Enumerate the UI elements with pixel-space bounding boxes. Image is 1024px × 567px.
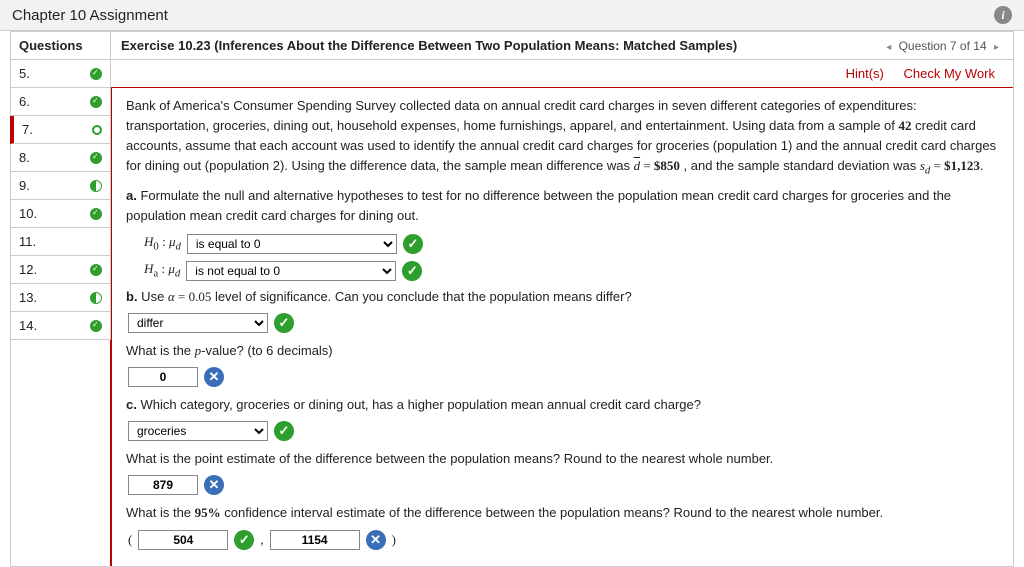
ha-row: Ha : μd is not equal to 0 <box>144 259 999 282</box>
next-question-icon[interactable]: ▸ <box>990 42 1003 53</box>
correct-icon <box>234 530 254 550</box>
correct-icon <box>274 313 294 333</box>
content-wrap: Questions 5. 6. 7. 8. 9. 10. 11. 12. 13. 14. Exer… <box>10 31 1014 567</box>
check-work-link[interactable]: Check My Work <box>904 66 996 81</box>
pvalue-row <box>128 367 999 387</box>
problem-body: Bank of America's Consumer Spending Surv… <box>110 88 1013 566</box>
question-number: 13. <box>19 290 37 305</box>
main-panel: Exercise 10.23 (Inferences About the Dif… <box>111 32 1013 566</box>
point-input[interactable] <box>128 475 198 495</box>
point-row <box>128 475 999 495</box>
intro-paragraph: Bank of America's Consumer Spending Surv… <box>126 96 999 180</box>
question-item[interactable]: 8. <box>11 144 111 172</box>
chapter-header: Chapter 10 Assignment i <box>0 0 1024 31</box>
ha-select[interactable]: is not equal to 0 <box>186 261 396 281</box>
question-item[interactable]: 6. <box>11 88 111 116</box>
toolbar: Hint(s) Check My Work <box>111 60 1013 88</box>
question-number: 11. <box>19 234 36 249</box>
status-icon <box>90 152 102 164</box>
incorrect-icon <box>204 475 224 495</box>
b-select[interactable]: differ <box>128 313 268 333</box>
correct-icon <box>403 234 423 254</box>
question-counter-text: Question 7 of 14 <box>899 39 987 53</box>
point-estimate-question: What is the point estimate of the differ… <box>126 449 999 469</box>
status-icon <box>90 208 102 220</box>
info-icon[interactable]: i <box>994 6 1012 24</box>
status-icon <box>90 68 102 80</box>
exercise-title: Exercise 10.23 (Inferences About the Dif… <box>121 38 737 53</box>
hints-link[interactable]: Hint(s) <box>846 66 884 81</box>
status-icon <box>90 96 102 108</box>
pvalue-input[interactable] <box>128 367 198 387</box>
question-number: 7. <box>22 122 33 137</box>
part-a: a. Formulate the null and alternative hy… <box>126 186 999 226</box>
status-icon <box>90 320 102 332</box>
b-answer-row: differ <box>128 313 999 333</box>
correct-icon <box>274 421 294 441</box>
status-icon <box>90 264 102 276</box>
question-item[interactable]: 13. <box>11 284 111 312</box>
correct-icon <box>402 261 422 281</box>
status-icon <box>90 292 102 304</box>
question-counter: ◂ Question 7 of 14 ▸ <box>882 39 1003 53</box>
incorrect-icon <box>366 530 386 550</box>
part-b: b. Use α = 0.05 level of significance. C… <box>126 287 999 307</box>
question-number: 12. <box>19 262 37 277</box>
question-item[interactable]: 10. <box>11 200 111 228</box>
question-number: 8. <box>19 150 30 165</box>
incorrect-icon <box>204 367 224 387</box>
c-answer-row: groceries <box>128 421 999 441</box>
h0-row: H0 : μd is equal to 0 <box>144 232 999 255</box>
status-icon <box>92 125 102 135</box>
part-c: c. Which category, groceries or dining o… <box>126 395 999 415</box>
question-number: 6. <box>19 94 30 109</box>
h0-select[interactable]: is equal to 0 <box>187 234 397 254</box>
status-icon <box>90 180 102 192</box>
exercise-header: Exercise 10.23 (Inferences About the Dif… <box>111 32 1013 60</box>
prev-question-icon[interactable]: ◂ <box>882 42 895 53</box>
question-item[interactable]: 9. <box>11 172 111 200</box>
question-number: 9. <box>19 178 30 193</box>
question-number: 10. <box>19 206 37 221</box>
question-item[interactable]: 11. <box>11 228 111 256</box>
pvalue-question: What is the p-value? (to 6 decimals) <box>126 341 999 361</box>
question-item[interactable]: 12. <box>11 256 111 284</box>
ci-upper-input[interactable] <box>270 530 360 550</box>
question-item[interactable]: 14. <box>11 312 111 340</box>
questions-pane: Questions 5. 6. 7. 8. 9. 10. 11. 12. 13. 14. <box>11 32 111 566</box>
question-item[interactable]: 5. <box>11 60 111 88</box>
ci-lower-input[interactable] <box>138 530 228 550</box>
ci-row: ( , ) <box>128 530 999 550</box>
c-select[interactable]: groceries <box>128 421 268 441</box>
ci-question: What is the 95% confidence interval esti… <box>126 503 999 523</box>
question-number: 14. <box>19 318 37 333</box>
questions-header: Questions <box>11 32 111 60</box>
question-item[interactable]: 7. <box>10 116 111 144</box>
chapter-title: Chapter 10 Assignment <box>12 7 168 24</box>
question-number: 5. <box>19 66 30 81</box>
